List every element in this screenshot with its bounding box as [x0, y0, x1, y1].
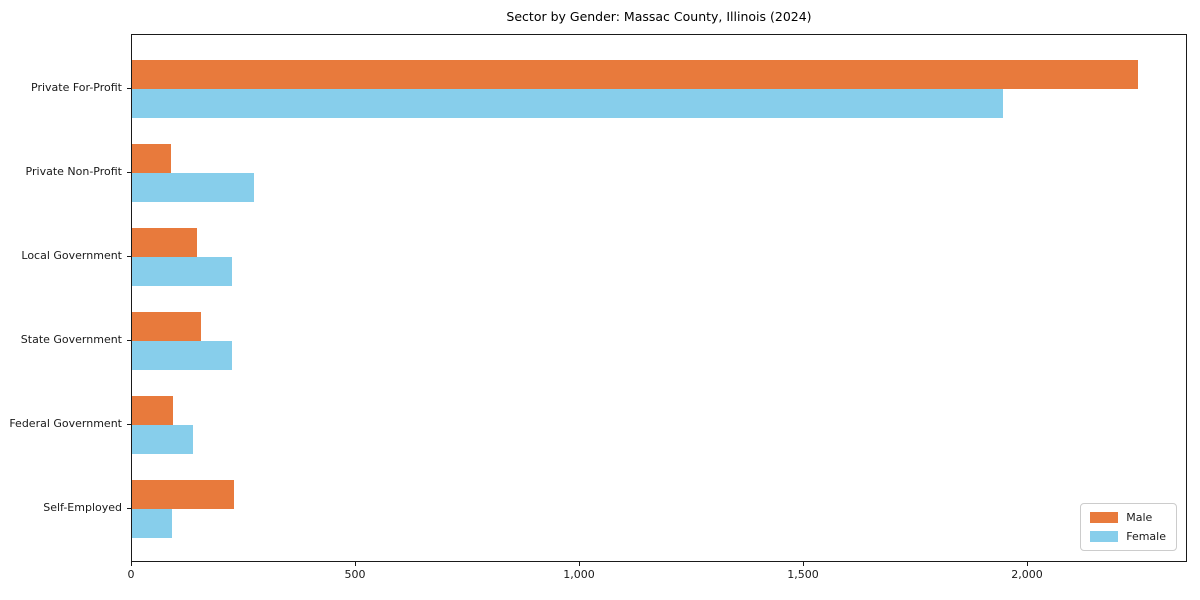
x-axis-tick-label: 500 — [344, 568, 366, 581]
bar-male — [132, 228, 197, 257]
y-axis-label: Self-Employed — [43, 501, 122, 514]
legend-label-male: Male — [1126, 511, 1153, 524]
plot-area: Male Female — [131, 34, 1187, 562]
y-axis-label: Federal Government — [9, 417, 122, 430]
y-axis-tick — [127, 256, 131, 257]
bar-female — [132, 173, 255, 202]
x-axis-tick-label: 1,500 — [787, 568, 819, 581]
legend-item-male: Male — [1090, 511, 1166, 524]
x-axis-tick — [1027, 562, 1029, 566]
bar-female — [132, 509, 172, 538]
bar-female — [132, 89, 1004, 118]
female-series-swatch — [1090, 531, 1119, 542]
legend-label-female: Female — [1126, 530, 1166, 543]
x-axis-tick — [355, 562, 356, 566]
x-axis-tick-label: 0 — [127, 568, 135, 581]
legend: Male Female — [1080, 503, 1177, 551]
bar-female — [132, 425, 193, 454]
y-axis-tick — [127, 172, 131, 173]
bar-male — [132, 396, 174, 425]
x-axis-tick-label: 2,000 — [1011, 568, 1043, 581]
x-axis-tick-label: 1,000 — [563, 568, 595, 581]
x-axis-tick — [131, 562, 132, 566]
bar-male — [132, 480, 235, 509]
legend-item-female: Female — [1090, 530, 1166, 543]
chart-title: Sector by Gender: Massac County, Illinoi… — [506, 9, 812, 24]
y-axis-label: Local Government — [21, 249, 122, 262]
bar-male — [132, 60, 1138, 89]
bar-female — [132, 341, 233, 370]
y-axis-label: State Government — [20, 333, 122, 346]
y-axis-tick — [127, 88, 131, 89]
bar-female — [132, 257, 233, 286]
y-axis-tick — [127, 508, 131, 509]
x-axis-tick — [579, 562, 581, 566]
y-axis-tick — [127, 340, 131, 341]
y-axis-label: Private Non-Profit — [25, 165, 122, 178]
y-axis-label: Private For-Profit — [31, 81, 122, 94]
bar-male — [132, 144, 172, 173]
y-axis-tick — [127, 424, 131, 425]
male-series-swatch — [1090, 512, 1119, 523]
bar-male — [132, 312, 202, 341]
x-axis-tick — [803, 562, 805, 566]
